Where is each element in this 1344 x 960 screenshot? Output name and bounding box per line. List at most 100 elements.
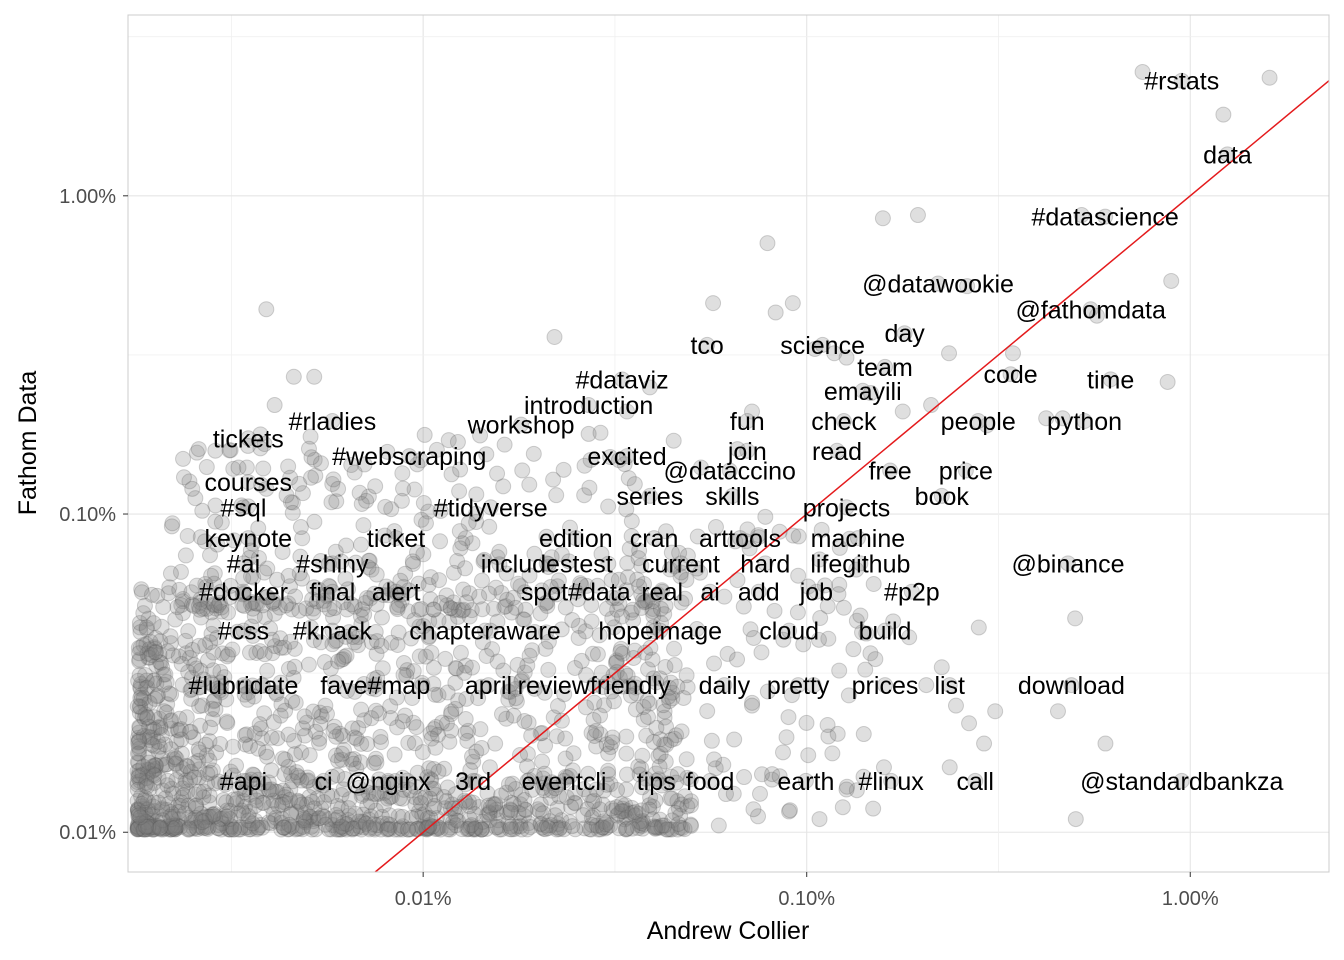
data-point — [512, 578, 529, 595]
data-point — [209, 629, 226, 646]
word-label: download — [1018, 672, 1125, 700]
data-point — [132, 619, 149, 636]
word-label: reviewfriendly — [518, 672, 671, 700]
data-point — [416, 426, 433, 443]
data-point — [269, 783, 286, 800]
data-point — [447, 674, 464, 691]
data-point — [344, 821, 361, 838]
data-point — [146, 737, 163, 754]
data-point — [634, 747, 651, 764]
data-point — [209, 680, 226, 697]
data-point — [373, 609, 390, 626]
data-point — [650, 748, 667, 765]
data-point — [305, 813, 322, 830]
data-point — [132, 699, 149, 716]
data-point — [242, 775, 259, 792]
data-point — [139, 819, 156, 836]
data-point — [673, 594, 690, 611]
data-point — [512, 815, 529, 832]
data-point — [419, 769, 436, 786]
data-point — [132, 689, 149, 706]
data-point — [555, 821, 572, 838]
data-point — [235, 805, 252, 822]
data-point — [506, 821, 523, 838]
data-point — [323, 494, 340, 511]
data-point — [425, 800, 442, 817]
data-point — [133, 675, 150, 692]
data-point — [152, 821, 169, 838]
data-point — [138, 636, 155, 653]
data-point — [583, 816, 600, 833]
data-point — [617, 821, 634, 838]
data-point — [267, 783, 284, 800]
data-point — [275, 782, 292, 799]
data-point — [237, 798, 254, 815]
data-point — [407, 796, 424, 813]
data-point — [363, 634, 380, 651]
data-point — [976, 735, 993, 752]
data-point — [219, 648, 236, 665]
data-point — [129, 820, 146, 837]
data-point — [165, 647, 182, 664]
data-point — [369, 669, 386, 686]
word-label: keynote — [205, 525, 293, 553]
data-point — [399, 772, 416, 789]
data-point — [333, 651, 350, 668]
data-point — [285, 669, 302, 686]
data-point — [447, 700, 464, 717]
data-point — [181, 724, 198, 741]
data-point — [423, 644, 440, 661]
data-point — [781, 802, 798, 819]
word-label: series — [617, 483, 684, 511]
data-point — [251, 783, 268, 800]
word-label: projects — [803, 494, 891, 522]
data-point — [277, 702, 294, 719]
data-point — [682, 797, 699, 814]
data-point — [184, 480, 201, 497]
data-point — [129, 803, 146, 820]
data-point — [222, 589, 239, 606]
data-point — [421, 760, 438, 777]
data-point — [350, 629, 367, 646]
data-point — [173, 731, 190, 748]
word-label: #tidyverse — [434, 494, 548, 522]
word-label: excited — [587, 443, 666, 471]
data-point — [276, 789, 293, 806]
data-point — [311, 730, 328, 747]
x-axis-ticks: 0.01% 0.10% 1.00% — [395, 872, 1219, 910]
word-label: #css — [218, 618, 269, 646]
data-point — [141, 815, 158, 832]
data-point — [577, 699, 594, 716]
data-point — [168, 771, 185, 788]
data-point — [618, 745, 635, 762]
data-point — [379, 790, 396, 807]
data-point — [634, 813, 651, 830]
word-label: ci — [315, 768, 333, 796]
data-point — [263, 798, 280, 815]
data-point — [909, 207, 926, 224]
data-point — [138, 806, 155, 823]
word-label: tickets — [213, 425, 284, 453]
data-point — [131, 719, 148, 736]
data-point — [302, 809, 319, 826]
data-point — [583, 821, 600, 838]
data-point — [505, 707, 522, 724]
data-point — [465, 794, 482, 811]
data-point — [246, 725, 263, 742]
data-point — [181, 649, 198, 666]
data-point — [329, 767, 346, 784]
data-point — [302, 619, 319, 636]
data-point — [354, 819, 371, 836]
word-label: real — [641, 579, 683, 607]
data-point — [262, 620, 279, 637]
data-point — [558, 789, 575, 806]
word-label: book — [915, 483, 970, 511]
data-point — [675, 689, 692, 706]
data-point — [595, 782, 612, 799]
data-point — [280, 821, 297, 838]
data-point — [437, 650, 454, 667]
data-point — [140, 610, 157, 627]
data-point — [263, 781, 280, 798]
data-point — [166, 817, 183, 834]
data-point — [432, 821, 449, 838]
